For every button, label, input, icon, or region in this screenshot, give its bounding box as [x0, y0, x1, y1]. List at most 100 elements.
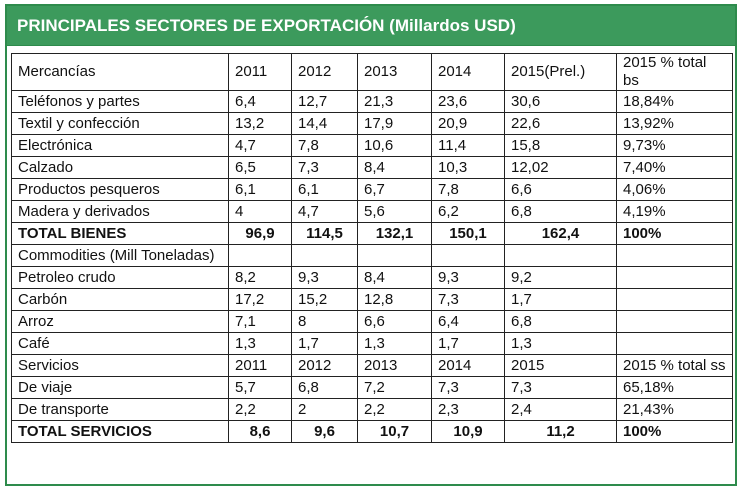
row-value: 10,6	[357, 134, 432, 157]
total-value: 132,1	[357, 222, 432, 245]
row-value: 6,8	[504, 310, 617, 333]
row-value: 6,6	[504, 178, 617, 201]
row-value: 7,2	[357, 376, 432, 399]
table-title: PRINCIPALES SECTORES DE EXPORTACIÓN (Mil…	[7, 6, 735, 46]
row-value: 2,4	[504, 398, 617, 421]
total-label: TOTAL BIENES	[11, 222, 229, 245]
row-value: 1,3	[357, 332, 432, 355]
empty-cell	[228, 244, 292, 267]
total-share: 100%	[616, 222, 733, 245]
row-value: 7,3	[291, 156, 358, 179]
total-label: TOTAL SERVICIOS	[11, 420, 229, 443]
row-value: 6,8	[504, 200, 617, 223]
row-value: 6,5	[228, 156, 292, 179]
row-label: Calzado	[11, 156, 229, 179]
servicios-header-row: Servicios 2011 2012 2013 2014 2015 2015 % tota…	[11, 354, 733, 377]
empty-cell	[616, 288, 733, 311]
row-value: 23,6	[431, 90, 505, 113]
header-share: 2015 % total bs	[616, 53, 733, 91]
row-value: 6,2	[431, 200, 505, 223]
row-value: 6,7	[357, 178, 432, 201]
row-value: 22,6	[504, 112, 617, 135]
table-row: Arroz 7,1 8 6,6 6,4 6,8	[11, 310, 733, 333]
row-value: 5,7	[228, 376, 292, 399]
row-value: 9,3	[431, 266, 505, 289]
total-value: 150,1	[431, 222, 505, 245]
total-value: 96,9	[228, 222, 292, 245]
row-share: 7,40%	[616, 156, 733, 179]
row-value: 4,7	[291, 200, 358, 223]
row-label: Arroz	[11, 310, 229, 333]
export-sectors-table: Mercancías 2011 2012 2013 2014 2015(Prel.) 201…	[11, 53, 733, 443]
header-year: 2015	[504, 354, 617, 377]
row-value: 21,3	[357, 90, 432, 113]
empty-cell	[616, 310, 733, 333]
row-label: Electrónica	[11, 134, 229, 157]
row-value: 6,1	[228, 178, 292, 201]
row-value: 7,3	[431, 288, 505, 311]
row-share: 4,19%	[616, 200, 733, 223]
row-share: 18,84%	[616, 90, 733, 113]
row-value: 12,7	[291, 90, 358, 113]
empty-cell	[616, 332, 733, 355]
total-servicios-row: TOTAL SERVICIOS 8,6 9,6 10,7 10,9 11,2 100%	[11, 420, 733, 443]
row-value: 11,4	[431, 134, 505, 157]
empty-cell	[616, 266, 733, 289]
row-value: 8	[291, 310, 358, 333]
row-value: 8,2	[228, 266, 292, 289]
header-year: 2014	[431, 53, 505, 91]
row-value: 1,3	[504, 332, 617, 355]
empty-cell	[504, 244, 617, 267]
row-value: 13,2	[228, 112, 292, 135]
table-row: Madera y derivados 4 4,7 5,6 6,2 6,8 4,19%	[11, 200, 733, 223]
table-row: Electrónica 4,7 7,8 10,6 11,4 15,8 9,73%	[11, 134, 733, 157]
header-year: 2012	[291, 354, 358, 377]
row-value: 1,7	[431, 332, 505, 355]
table-row: Teléfonos y partes 6,4 12,7 21,3 23,6 30,6 18,…	[11, 90, 733, 113]
row-label: Café	[11, 332, 229, 355]
row-value: 6,4	[431, 310, 505, 333]
header-year: 2014	[431, 354, 505, 377]
row-value: 9,3	[291, 266, 358, 289]
header-year: 2013	[357, 53, 432, 91]
row-value: 7,3	[431, 376, 505, 399]
total-value: 10,9	[431, 420, 505, 443]
row-value: 15,2	[291, 288, 358, 311]
row-value: 6,8	[291, 376, 358, 399]
row-value: 7,3	[504, 376, 617, 399]
row-value: 12,02	[504, 156, 617, 179]
row-value: 4,7	[228, 134, 292, 157]
header-year: 2013	[357, 354, 432, 377]
row-value: 4	[228, 200, 292, 223]
row-value: 30,6	[504, 90, 617, 113]
row-value: 2,2	[228, 398, 292, 421]
total-bienes-row: TOTAL BIENES 96,9 114,5 132,1 150,1 162,4 100%	[11, 222, 733, 245]
commodities-header-row: Commodities (Mill Toneladas)	[11, 244, 733, 267]
row-value: 6,4	[228, 90, 292, 113]
row-value: 2,2	[357, 398, 432, 421]
empty-cell	[616, 244, 733, 267]
commodities-label: Commodities (Mill Toneladas)	[11, 244, 229, 267]
row-share: 4,06%	[616, 178, 733, 201]
total-value: 9,6	[291, 420, 358, 443]
header-year: 2011	[228, 53, 292, 91]
table-row: Carbón 17,2 15,2 12,8 7,3 1,7	[11, 288, 733, 311]
table-row: Café 1,3 1,7 1,3 1,7 1,3	[11, 332, 733, 355]
row-value: 7,8	[291, 134, 358, 157]
row-share: 21,43%	[616, 398, 733, 421]
table-row: De viaje 5,7 6,8 7,2 7,3 7,3 65,18%	[11, 376, 733, 399]
row-label: Teléfonos y partes	[11, 90, 229, 113]
row-value: 8,4	[357, 156, 432, 179]
row-value: 10,3	[431, 156, 505, 179]
header-label: Servicios	[11, 354, 229, 377]
header-label: Mercancías	[11, 53, 229, 91]
total-value: 11,2	[504, 420, 617, 443]
table-row: Petroleo crudo 8,2 9,3 8,4 9,3 9,2	[11, 266, 733, 289]
row-value: 9,2	[504, 266, 617, 289]
header-year: 2012	[291, 53, 358, 91]
row-value: 8,4	[357, 266, 432, 289]
row-value: 6,6	[357, 310, 432, 333]
row-value: 1,7	[504, 288, 617, 311]
empty-cell	[357, 244, 432, 267]
row-value: 15,8	[504, 134, 617, 157]
